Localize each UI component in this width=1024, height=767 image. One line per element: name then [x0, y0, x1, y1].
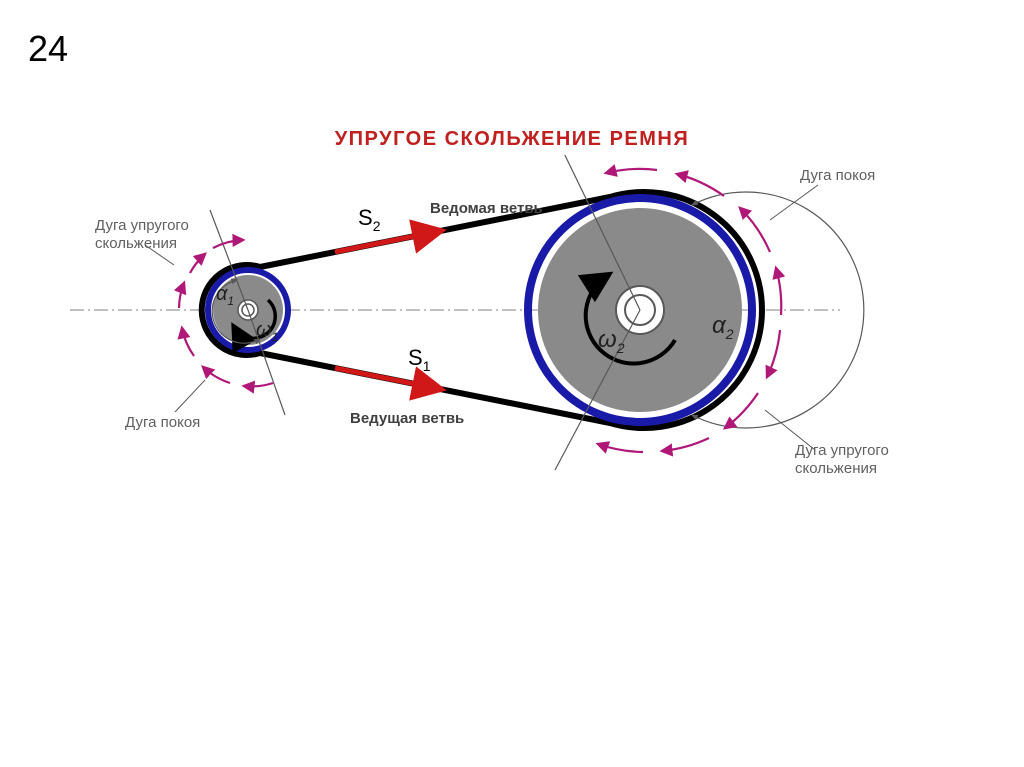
page-number: 24 — [28, 28, 68, 70]
diagram-title: УПРУГОЕ СКОЛЬЖЕНИЕ РЕМНЯ — [0, 128, 1024, 151]
driving-branch-label: Ведущая ветвь — [350, 410, 464, 427]
s2-arrow — [335, 231, 440, 252]
leader — [175, 380, 205, 412]
s2-label: S2 — [358, 205, 381, 234]
driven-branch-label: Ведомая ветвь — [430, 200, 543, 217]
rest-arc-label-right: Дуга покоя — [800, 167, 875, 184]
rest-arc-label-left: Дуга покоя — [125, 414, 200, 431]
belt-slip-diagram: S2 S1 Ведомая ветвь Ведущая ветвь Дуга у… — [0, 155, 1024, 575]
slip-arc-label-left: Дуга упругого скольжения — [95, 217, 193, 252]
large-pulley — [528, 192, 762, 428]
s1-label: S1 — [408, 345, 431, 374]
slip-arc-label-right: Дуга упругого скольжения — [795, 442, 893, 477]
leader — [770, 185, 818, 220]
